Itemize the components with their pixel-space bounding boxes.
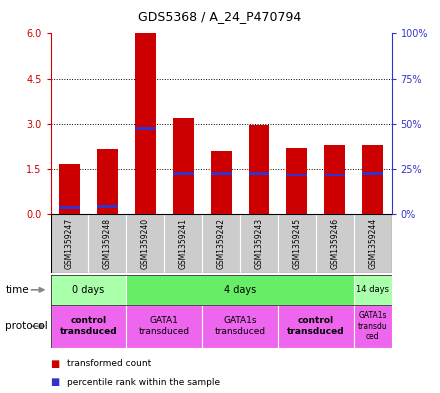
Bar: [97, 149, 118, 214]
Bar: [278, 214, 316, 273]
Bar: [249, 125, 269, 214]
Text: protocol: protocol: [5, 321, 48, 331]
Bar: [249, 172, 269, 175]
Bar: [51, 305, 126, 348]
Bar: [173, 172, 194, 175]
Text: 4 days: 4 days: [224, 285, 256, 295]
Bar: [51, 214, 88, 273]
Bar: [126, 305, 202, 348]
Text: time: time: [5, 285, 29, 295]
Bar: [278, 305, 354, 348]
Text: GSM1359245: GSM1359245: [292, 218, 301, 269]
Text: GSM1359246: GSM1359246: [330, 218, 339, 269]
Bar: [202, 214, 240, 273]
Bar: [126, 275, 354, 305]
Text: percentile rank within the sample: percentile rank within the sample: [67, 378, 220, 387]
Bar: [324, 174, 345, 176]
Bar: [51, 275, 126, 305]
Bar: [88, 214, 126, 273]
Bar: [286, 174, 307, 176]
Text: GDS5368 / A_24_P470794: GDS5368 / A_24_P470794: [138, 10, 302, 23]
Bar: [202, 305, 278, 348]
Bar: [354, 305, 392, 348]
Bar: [240, 214, 278, 273]
Bar: [59, 164, 80, 214]
Text: control
transduced: control transduced: [287, 316, 345, 336]
Bar: [135, 33, 156, 214]
Bar: [324, 145, 345, 214]
Bar: [362, 172, 383, 175]
Text: GSM1359241: GSM1359241: [179, 218, 188, 269]
Bar: [211, 151, 231, 214]
Text: control
transduced: control transduced: [60, 316, 117, 336]
Text: GSM1359240: GSM1359240: [141, 218, 150, 269]
Text: ■: ■: [51, 358, 60, 369]
Text: GATA1s
transduced: GATA1s transduced: [214, 316, 266, 336]
Text: ■: ■: [51, 377, 60, 387]
Bar: [354, 214, 392, 273]
Bar: [97, 206, 118, 208]
Bar: [211, 172, 231, 175]
Text: 0 days: 0 days: [72, 285, 105, 295]
Bar: [362, 145, 383, 214]
Text: GSM1359244: GSM1359244: [368, 218, 377, 269]
Bar: [173, 118, 194, 214]
Text: 14 days: 14 days: [356, 285, 389, 294]
Text: GSM1359248: GSM1359248: [103, 218, 112, 269]
Bar: [316, 214, 354, 273]
Text: GSM1359242: GSM1359242: [216, 218, 226, 269]
Bar: [135, 127, 156, 130]
Text: GSM1359247: GSM1359247: [65, 218, 74, 269]
Text: GATA1
transduced: GATA1 transduced: [139, 316, 190, 336]
Text: transformed count: transformed count: [67, 359, 151, 368]
Bar: [286, 148, 307, 214]
Bar: [126, 214, 164, 273]
Bar: [164, 214, 202, 273]
Bar: [59, 206, 80, 209]
Bar: [354, 275, 392, 305]
Text: GATA1s
transdu
ced: GATA1s transdu ced: [358, 311, 388, 341]
Text: GSM1359243: GSM1359243: [254, 218, 264, 269]
